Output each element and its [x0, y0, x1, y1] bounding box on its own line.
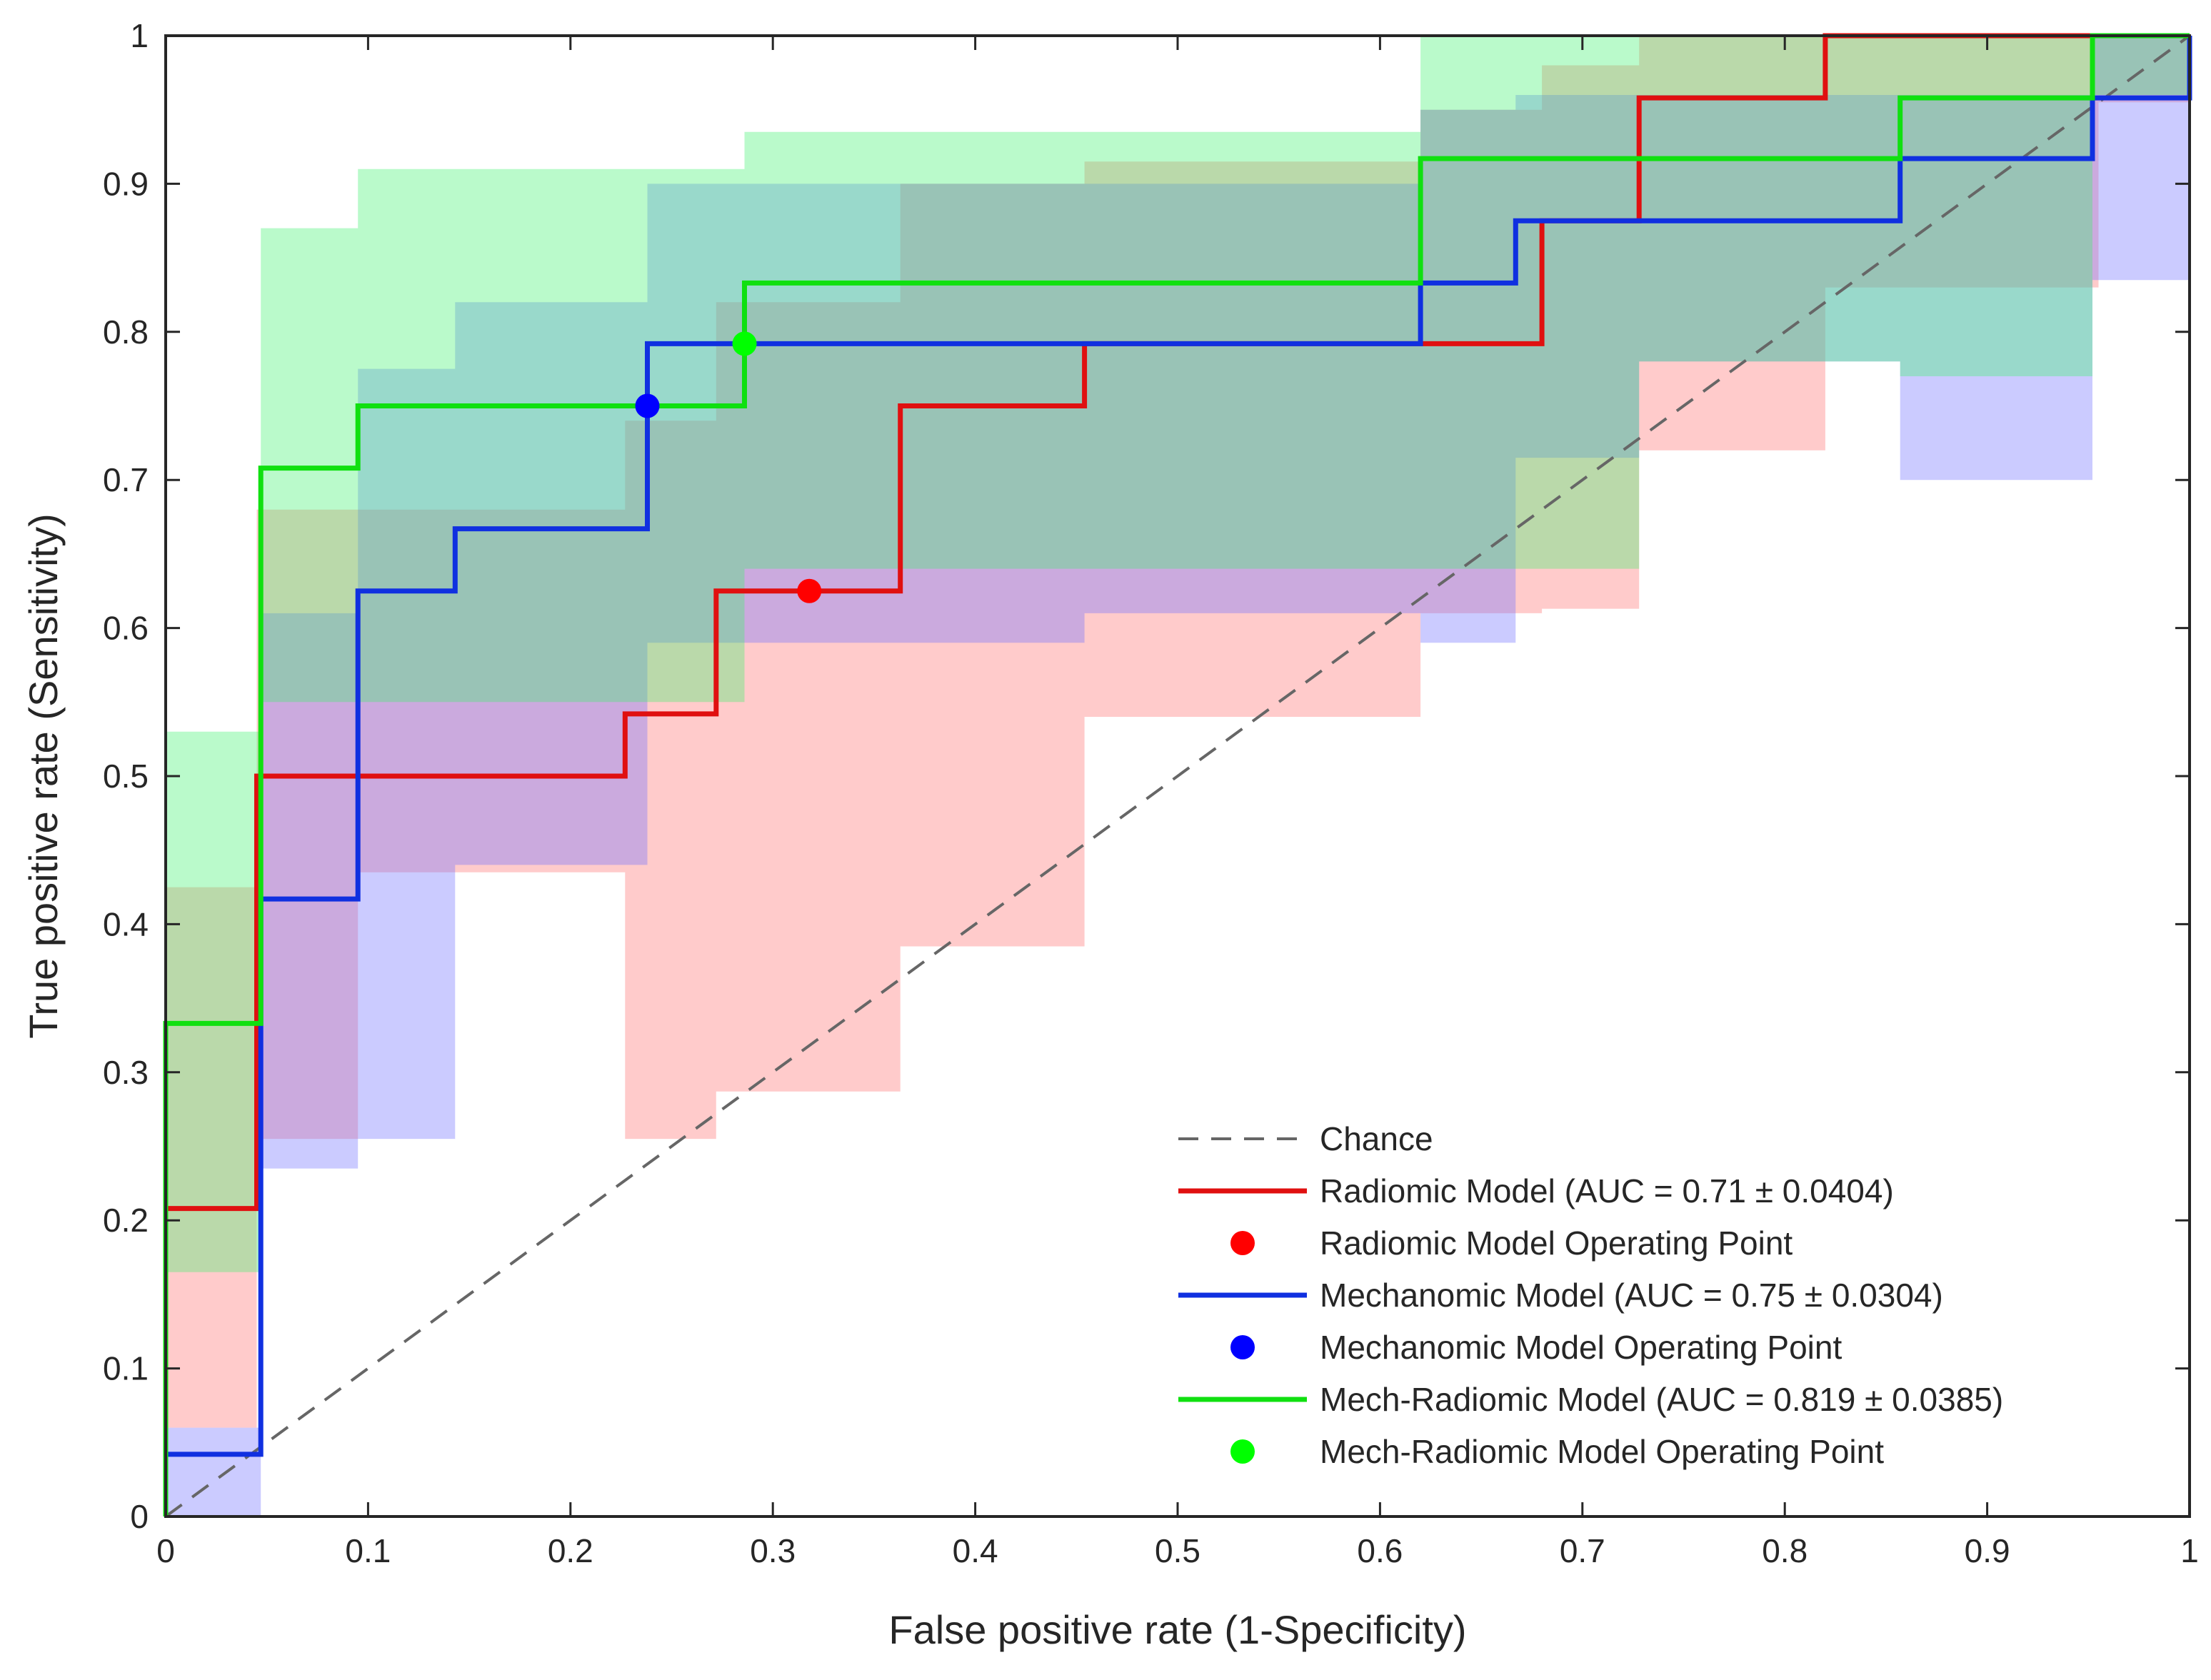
x-tick-label: 1	[2180, 1532, 2199, 1569]
radiomic-model-confidence-band	[166, 36, 2190, 1428]
x-tick-label: 0.4	[953, 1532, 998, 1569]
radiomic-model-operating-point	[797, 578, 822, 603]
x-tick-label: 0.1	[345, 1532, 391, 1569]
chance-line	[164, 34, 2191, 1518]
x-tick-label: 0.2	[548, 1532, 593, 1569]
mech-radiomic-model-operating-point	[732, 331, 757, 356]
x-tick-label: 0.3	[750, 1532, 796, 1569]
legend-marker-2	[1230, 1231, 1255, 1255]
x-tick-label: 0.9	[1965, 1532, 2010, 1569]
x-tick-label: 0.7	[1560, 1532, 1605, 1569]
x-tick-label: 0.6	[1357, 1532, 1403, 1569]
legend-label: Radiomic Model (AUC = 0.71 ± 0.0404)	[1320, 1172, 1894, 1209]
legend-label: Radiomic Model Operating Point	[1320, 1224, 1793, 1262]
radiomic-model-roc-line	[163, 33, 2190, 1516]
legend-marker-4	[1230, 1335, 1255, 1359]
mechanomic-model-operating-point	[635, 393, 660, 418]
y-axis-label: True positive rate (Sensitivity)	[21, 513, 66, 1039]
legend-label: Mechanomic Model (AUC = 0.75 ± 0.0304)	[1320, 1277, 1943, 1314]
y-tick-label: 0.9	[103, 165, 149, 202]
legend-label: Mechanomic Model Operating Point	[1320, 1329, 1842, 1366]
y-tick-label: 0.5	[103, 758, 149, 795]
legend: Chance Radiomic Model (AUC = 0.71 ± 0.040…	[1178, 1120, 2003, 1470]
y-tick-label: 1	[130, 17, 149, 54]
y-tick-label: 0	[130, 1498, 149, 1535]
y-axis-ticks: 0 0.1 0.2 0.3 0.4 0.5 0.6 0.7 0.8 0.9 1	[103, 17, 2190, 1535]
x-axis-label: False positive rate (1-Specificity)	[888, 1607, 1466, 1652]
y-tick-label: 0.3	[103, 1054, 149, 1091]
x-tick-label: 0.5	[1155, 1532, 1200, 1569]
y-tick-label: 0.4	[103, 905, 149, 942]
mechanomic-model-roc-line	[163, 36, 2192, 1516]
y-tick-label: 0.1	[103, 1350, 149, 1387]
legend-label: Mech-Radiomic Model Operating Point	[1320, 1433, 1884, 1470]
legend-label: Mech-Radiomic Model (AUC = 0.819 ± 0.038…	[1320, 1381, 2003, 1418]
mech-radiomic-model-roc-line	[163, 33, 2190, 1516]
y-tick-label: 0.6	[103, 610, 149, 647]
x-tick-label: 0	[156, 1532, 175, 1569]
y-tick-label: 0.8	[103, 313, 149, 351]
y-tick-label: 0.2	[103, 1202, 149, 1239]
legend-marker-6	[1230, 1439, 1255, 1464]
y-tick-label: 0.7	[103, 461, 149, 498]
operating-points	[635, 331, 822, 603]
legend-label: Chance	[1320, 1120, 1433, 1157]
x-axis-ticks: 0 0.1 0.2 0.3 0.4 0.5 0.6 0.7 0.8 0.9 1	[156, 36, 2199, 1569]
x-tick-label: 0.8	[1762, 1532, 1808, 1569]
roc-curves	[163, 33, 2192, 1516]
